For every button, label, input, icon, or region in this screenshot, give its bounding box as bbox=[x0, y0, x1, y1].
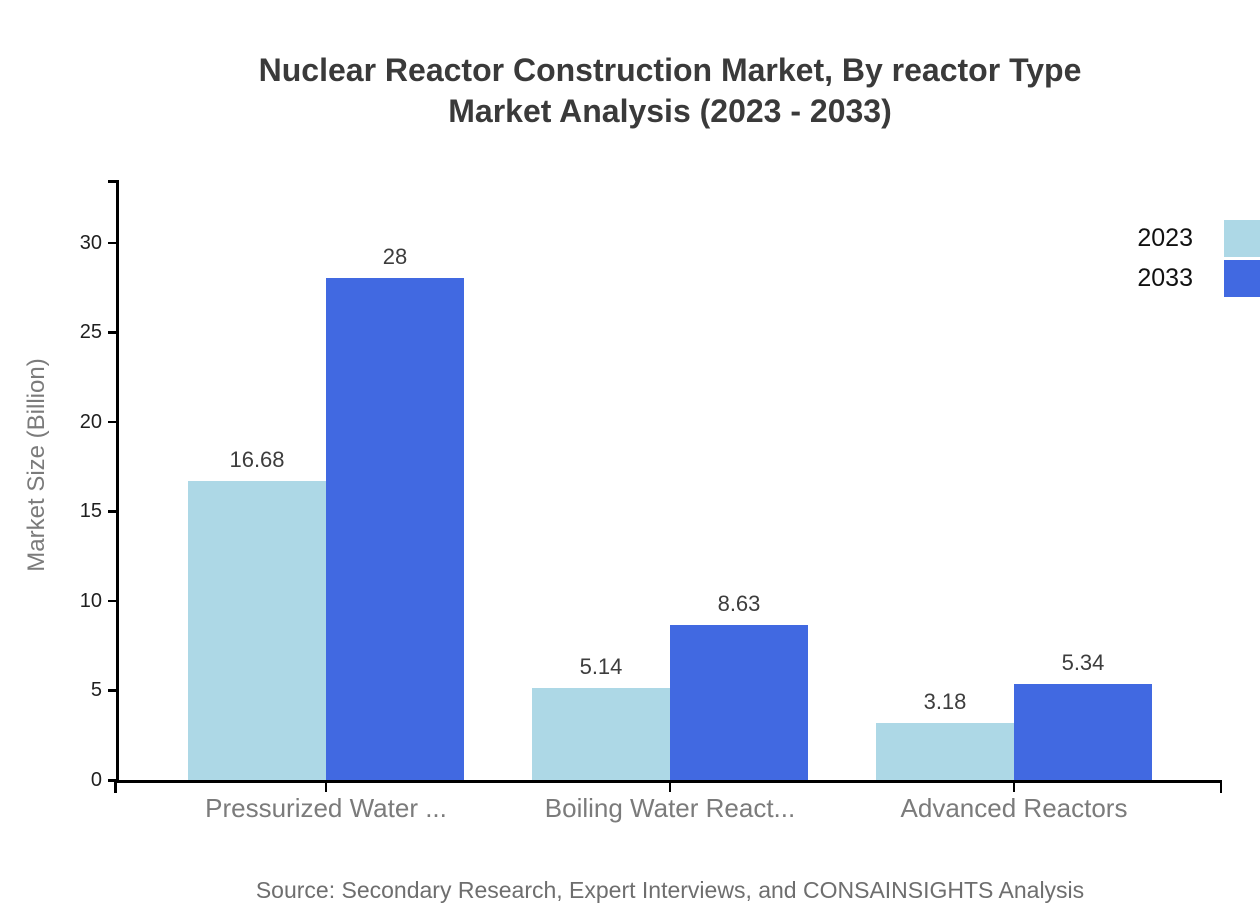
chart-title-line1: Nuclear Reactor Construction Market, By … bbox=[258, 52, 1082, 88]
y-tick-label: 30 bbox=[79, 231, 102, 254]
y-tick-label: 10 bbox=[79, 589, 102, 612]
y-tick-mark bbox=[108, 510, 116, 513]
bar-2023-boiling-water-react bbox=[532, 687, 670, 780]
x-tick-mark bbox=[1012, 782, 1016, 792]
bar-value-label: 3.18 bbox=[923, 689, 967, 715]
x-tick-mark bbox=[668, 782, 672, 792]
source-note: Source: Secondary Research, Expert Inter… bbox=[255, 877, 1085, 903]
y-tick-label: 25 bbox=[79, 321, 102, 344]
x-category-label: Pressurized Water ... bbox=[205, 793, 447, 823]
bar-value-label: 5.34 bbox=[1061, 650, 1105, 676]
y-tick-label: 20 bbox=[79, 410, 102, 433]
bar-value-label: 8.63 bbox=[717, 591, 761, 617]
y-tick-mark bbox=[108, 241, 116, 244]
bar-value-label: 28 bbox=[382, 244, 408, 270]
legend-swatch-icon bbox=[1224, 260, 1260, 297]
legend-label: 2023 bbox=[1137, 224, 1193, 252]
x-axis-left-cap bbox=[114, 780, 117, 793]
x-category-label: Boiling Water React... bbox=[544, 793, 796, 823]
y-axis-top-cap bbox=[108, 180, 116, 183]
legend-item-2023: 2023 bbox=[1000, 220, 1260, 257]
legend-swatch-icon bbox=[1224, 220, 1260, 257]
legend-item-2033: 2033 bbox=[1000, 260, 1260, 297]
y-tick-label: 15 bbox=[79, 500, 102, 523]
x-tick-mark bbox=[324, 782, 328, 792]
x-axis-right-cap bbox=[1219, 780, 1222, 793]
bar-value-label: 5.14 bbox=[579, 653, 623, 679]
chart-title-line2: Market Analysis (2023 - 2033) bbox=[448, 93, 892, 129]
y-tick-mark bbox=[108, 331, 116, 334]
y-tick-mark bbox=[108, 420, 116, 424]
bar-2033-pressurized-water bbox=[326, 278, 464, 780]
y-tick-label: 5 bbox=[90, 679, 102, 702]
bar-2023-pressurized-water bbox=[188, 481, 326, 780]
bar-value-label: 16.68 bbox=[229, 447, 285, 473]
y-axis-line bbox=[116, 180, 119, 783]
y-tick-mark bbox=[108, 689, 116, 692]
y-tick-mark bbox=[108, 599, 116, 603]
x-category-label: Advanced Reactors bbox=[900, 793, 1128, 823]
y-tick-label: 0 bbox=[90, 769, 102, 791]
x-axis-line bbox=[114, 780, 1222, 783]
legend: 2023 2033 bbox=[1000, 220, 1260, 300]
y-tick-mark bbox=[108, 779, 116, 782]
bar-2033-advanced-reactors bbox=[1014, 684, 1152, 780]
bar-2033-boiling-water-react bbox=[670, 625, 808, 780]
chart-title: Nuclear Reactor Construction Market, By … bbox=[259, 50, 1082, 132]
bar-2023-advanced-reactors bbox=[876, 723, 1014, 780]
legend-label: 2033 bbox=[1137, 264, 1193, 292]
